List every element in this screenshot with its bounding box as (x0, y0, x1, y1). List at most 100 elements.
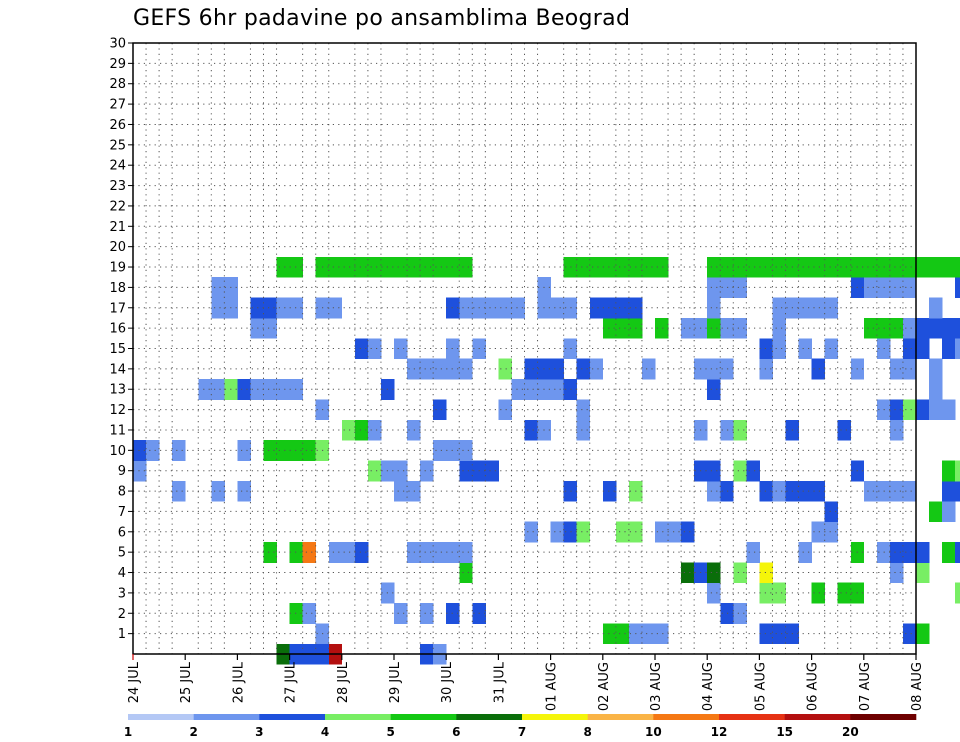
heatmap-cell (902, 480, 917, 502)
heatmap-cell (354, 256, 369, 278)
x-tick-label: 29 JUL (388, 661, 403, 703)
heatmap-cell (916, 317, 930, 339)
heatmap-cell (263, 317, 277, 339)
heatmap-cell (707, 317, 721, 339)
heatmap-cell (942, 399, 956, 421)
x-tick-label: 06 AUG (806, 662, 821, 711)
y-tick-label: 13 (109, 383, 126, 398)
heatmap-cell (354, 338, 369, 360)
y-tick-label: 11 (109, 423, 126, 438)
x-tick-label: 05 AUG (753, 662, 768, 711)
heatmap-cell (746, 256, 760, 278)
heatmap-cell (563, 256, 578, 278)
x-tick-label: 28 JUL (336, 661, 351, 703)
colorbar: 1 2 3 4 5 6 7 8 10 12 15 20 (124, 714, 917, 739)
heatmap-cell (433, 256, 447, 278)
heatmap-cell (889, 358, 904, 380)
heatmap-cell (720, 277, 734, 298)
heatmap-cell (681, 317, 695, 339)
colorbar-swatch (193, 714, 260, 720)
heatmap-cell (146, 440, 160, 461)
y-tick-label: 27 (109, 98, 126, 113)
y-tick-label: 6 (118, 525, 126, 540)
colorbar-swatch (325, 714, 391, 720)
heatmap-cell (459, 562, 473, 584)
y-tick-label: 14 (109, 362, 126, 377)
heatmap-cell (707, 480, 721, 502)
heatmap-cell (576, 419, 591, 441)
heatmap-cell (133, 460, 147, 482)
colorbar-label: 10 (645, 725, 662, 739)
colorbar-swatch (587, 714, 654, 720)
heatmap-cell (237, 440, 251, 461)
heatmap-cell (302, 603, 317, 624)
grid-layer (133, 43, 916, 654)
heatmap-cell (550, 379, 565, 400)
heatmap-cell (955, 256, 960, 278)
heatmap-cell (916, 256, 930, 278)
heatmap-cell (811, 521, 826, 543)
x-tick-label: 02 AUG (597, 662, 612, 711)
heatmap-cell (263, 297, 277, 319)
heatmap-cell (394, 460, 408, 482)
heatmap-cell (811, 480, 826, 502)
heatmap-cell (302, 440, 317, 461)
heatmap-cell (942, 338, 956, 360)
heatmap-cell (420, 541, 434, 563)
x-axis: 24 JUL 25 JUL 26 JUL 27 JUL 28 JUL 29 JUL 30 J… (127, 654, 925, 711)
colorbar-label: 4 (321, 725, 329, 739)
heatmap-cell (602, 317, 617, 339)
heatmap-cell (367, 460, 382, 482)
heatmap-cell (524, 379, 538, 400)
heatmap-cell (942, 541, 956, 563)
heatmap-cell (942, 317, 956, 339)
colorbar-swatch (259, 714, 326, 720)
heatmap-cell (720, 358, 734, 380)
colorbar-label: 5 (386, 725, 394, 739)
x-tick-label: 27 JUL (284, 661, 299, 703)
colorbar-label: 2 (189, 725, 197, 739)
heatmap-cell (615, 317, 630, 339)
colorbar-label: 20 (842, 725, 859, 739)
heatmap-cell (328, 297, 343, 319)
heatmap-cell (289, 603, 304, 624)
cells-layer (133, 256, 960, 665)
heatmap-cell (733, 277, 747, 298)
heatmap-cell (655, 256, 669, 278)
heatmap-cell (876, 317, 891, 339)
heatmap-cell (824, 297, 839, 319)
heatmap-cell (720, 603, 734, 624)
heatmap-cell (524, 358, 538, 380)
heatmap-cell (902, 277, 917, 298)
colorbar-swatch (719, 714, 785, 720)
heatmap-cell (798, 541, 812, 563)
heatmap-cell (720, 480, 734, 502)
heatmap-cell (772, 317, 786, 339)
heatmap-cell (433, 399, 447, 421)
colorbar-swatch (784, 714, 851, 720)
heatmap-cell (746, 541, 760, 563)
heatmap-cell (576, 358, 591, 380)
heatmap-cell (902, 399, 917, 421)
heatmap-cell (394, 338, 408, 360)
heatmap-cell (420, 460, 434, 482)
heatmap-cell (276, 297, 290, 319)
heatmap-cell (394, 603, 408, 624)
heatmap-cell (916, 623, 930, 645)
x-tick-label: 25 JUL (179, 661, 194, 703)
heatmap-cell (889, 317, 904, 339)
heatmap-cell (485, 460, 499, 482)
y-tick-label: 26 (109, 118, 126, 133)
heatmap-cell (902, 317, 917, 339)
heatmap-cell (733, 562, 747, 584)
heatmap-cell (446, 297, 460, 319)
heatmap-cell (733, 419, 747, 441)
heatmap-cell (563, 379, 578, 400)
heatmap-cell (211, 480, 225, 502)
heatmap-cell (263, 440, 277, 461)
heatmap-cell (237, 379, 251, 400)
y-tick-label: 9 (118, 464, 126, 479)
y-tick-label: 17 (109, 301, 126, 316)
y-tick-label: 21 (109, 220, 126, 235)
